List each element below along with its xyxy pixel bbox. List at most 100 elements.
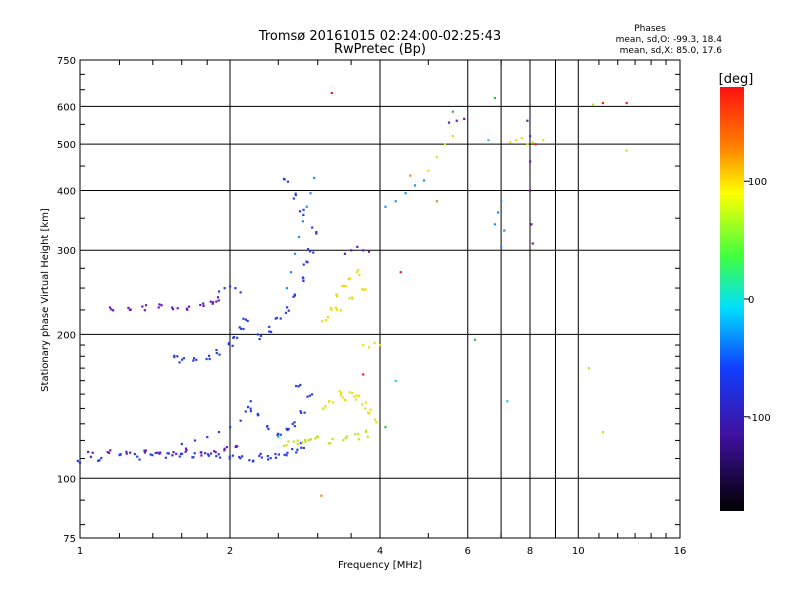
data-point: [526, 143, 529, 146]
data-point: [171, 308, 175, 311]
data-point: [187, 305, 191, 308]
data-point: [258, 338, 261, 341]
data-point: [314, 437, 317, 440]
data-point: [308, 438, 311, 441]
data-point: [213, 450, 216, 453]
data-point: [242, 327, 245, 331]
data-point: [340, 391, 343, 395]
data-point: [223, 447, 226, 450]
data-point: [435, 200, 438, 203]
data-point: [260, 456, 263, 459]
data-point: [215, 300, 218, 303]
data-point: [286, 180, 290, 183]
data-point: [236, 336, 239, 339]
data-point: [520, 137, 523, 140]
data-point: [296, 439, 299, 442]
data-point: [171, 454, 174, 457]
data-point: [331, 437, 334, 441]
colorbar: [720, 87, 744, 511]
data-point: [249, 410, 252, 413]
data-point: [217, 290, 221, 293]
data-point: [301, 441, 304, 444]
data-point: [238, 455, 241, 459]
data-point: [109, 449, 112, 452]
data-point: [209, 452, 213, 455]
data-point: [176, 307, 179, 310]
data-point: [362, 288, 365, 291]
colorbar-tick-label: -100: [748, 413, 771, 424]
data-point: [185, 448, 188, 452]
data-point: [526, 119, 529, 122]
data-point: [309, 438, 313, 441]
data-point: [215, 455, 218, 458]
data-point: [316, 436, 320, 439]
data-point: [321, 320, 324, 323]
data-point: [304, 440, 307, 443]
data-point: [229, 285, 232, 288]
data-point: [144, 304, 148, 307]
data-point: [291, 422, 294, 425]
data-point: [326, 316, 329, 319]
data-point: [289, 271, 293, 274]
data-point: [158, 303, 161, 306]
data-point: [257, 413, 260, 417]
data-point: [206, 435, 209, 439]
data-point: [299, 410, 302, 413]
data-point: [107, 451, 111, 455]
data-point: [343, 252, 347, 255]
data-point: [249, 407, 252, 410]
data-point: [223, 449, 226, 452]
data-point: [309, 250, 312, 253]
data-point: [493, 96, 497, 100]
data-point: [129, 451, 132, 454]
data-point: [156, 451, 159, 454]
data-point: [164, 456, 167, 459]
data-point: [158, 452, 161, 455]
data-point: [112, 309, 115, 312]
colorbar-tick-label: 0: [748, 295, 754, 306]
data-point: [364, 407, 367, 410]
data-point: [144, 449, 147, 452]
data-point: [339, 394, 342, 397]
data-point: [364, 429, 368, 432]
y-tick-label: 300: [57, 246, 76, 257]
data-point: [297, 385, 300, 388]
data-point: [234, 287, 237, 290]
data-point: [231, 454, 234, 457]
data-point: [308, 394, 311, 397]
data-point: [268, 330, 271, 333]
x-tick-label: 2: [227, 546, 233, 557]
data-point: [341, 285, 344, 288]
data-point: [302, 213, 305, 217]
data-point: [591, 103, 595, 106]
data-point: [345, 435, 349, 438]
data-point: [455, 119, 458, 122]
data-point: [159, 451, 162, 454]
data-point: [244, 410, 247, 413]
data-point: [443, 143, 447, 146]
x-tick-label: 8: [527, 546, 533, 557]
data-point: [327, 400, 331, 403]
data-point: [138, 458, 141, 461]
data-point: [350, 249, 353, 252]
data-point: [110, 308, 113, 311]
data-point: [229, 426, 232, 429]
data-point: [228, 455, 231, 458]
data-point: [268, 325, 271, 328]
data-point: [143, 451, 147, 454]
data-point: [306, 248, 310, 251]
y-tick-label: 400: [57, 186, 76, 197]
data-point: [506, 400, 509, 403]
data-point: [601, 101, 605, 105]
data-point: [286, 306, 289, 309]
data-points: [76, 91, 628, 497]
data-point: [348, 297, 351, 300]
data-point: [356, 245, 359, 248]
data-point: [266, 454, 269, 458]
data-point: [356, 268, 360, 272]
data-point: [355, 271, 358, 274]
data-point: [192, 456, 195, 459]
data-point: [587, 367, 591, 370]
data-point: [209, 300, 212, 303]
data-point: [248, 459, 251, 462]
